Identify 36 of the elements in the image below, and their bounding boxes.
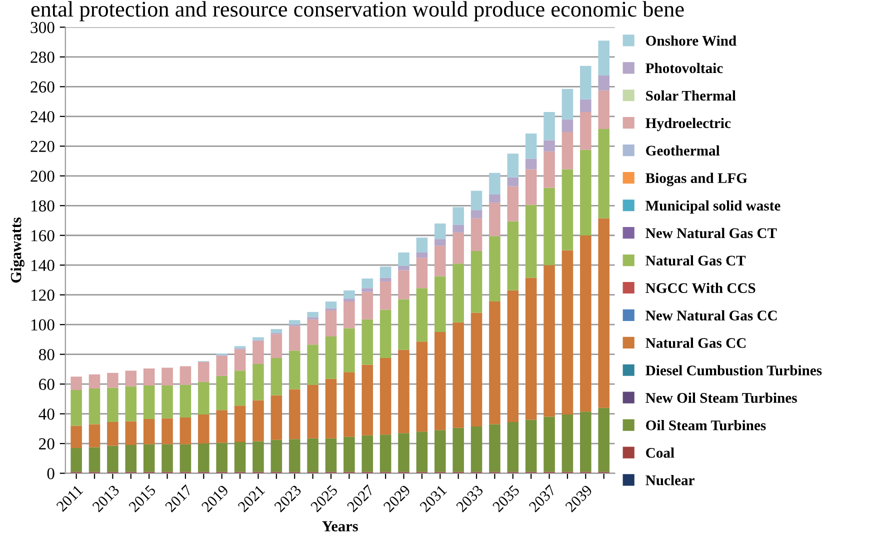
legend-label: New Natural Gas CC [646,310,777,320]
y-tick-label: 220 [30,140,54,152]
legend-label: NGCC With CCS [646,282,756,294]
legend-label: Geothermal [646,145,720,156]
legend-label: Solar Thermal [646,90,736,101]
y-tick-label: 60 [39,378,54,390]
y-tick-label: 120 [31,290,54,301]
legend-label: Hydroelectric [646,118,731,132]
legend-label: New Oil Steam Turbines [646,392,797,403]
y-tick-label: 280 [30,52,54,63]
x-axis-title: Years [322,521,358,532]
y-tick-label: 100 [31,319,54,331]
legend-label: Natural Gas CT [646,255,746,266]
legend-label: Coal [646,448,674,458]
legend-label: Oil Steam Turbines [646,420,766,430]
text: ental protection and resource conservation would produce economic bene [31,1,684,22]
y-tick-label: 160 [31,230,54,242]
y-tick-label: 300 [30,22,54,34]
y-tick-label: 20 [39,438,54,450]
y-tick-label: 240 [30,111,54,122]
y-tick-label: 200 [30,170,54,182]
legend-label: Photovoltaic [646,62,723,74]
legend-label: Natural Gas CC [646,338,746,348]
y-tick-label: 40 [38,408,54,420]
legend-label: Diesel Cumbustion Turbines [646,365,822,376]
legend-label: Biogas and LFG [646,172,748,186]
legend-label: Nuclear [646,474,694,486]
y-tick-label: 140 [31,260,54,272]
y-tick-label: 180 [31,200,54,212]
y-tick-label: 80 [38,349,54,360]
y-axis-title: Gigawatts [10,218,24,283]
legend-label: Municipal solid waste [646,200,780,214]
y-tick-label: 0 [47,468,54,480]
y-tick-label: 260 [30,81,54,93]
legend-label: Onshore Wind [646,35,736,46]
legend-label: New Natural Gas CT [646,228,777,238]
